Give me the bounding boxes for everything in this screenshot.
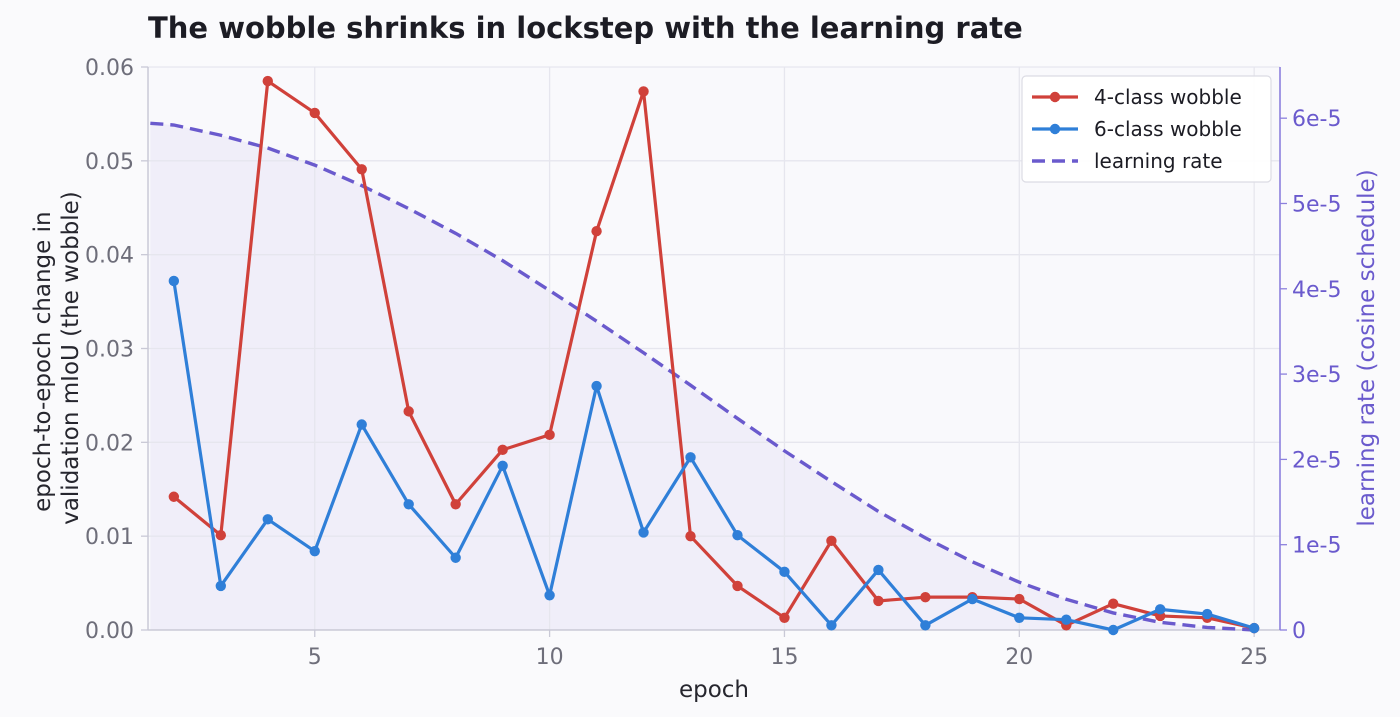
x-tick-label: 10: [536, 645, 564, 670]
4-class-wobble-point: [826, 535, 837, 547]
y-tick-label: 0.03: [85, 338, 134, 363]
axes-layer: 0.00 0.01 0.02 0.03 0.04 0.05 0.06 5 10 15 20 25 0 1e…: [85, 56, 1341, 670]
x-tick-label: 25: [1240, 645, 1268, 670]
6-class-wobble-point: [544, 590, 555, 601]
6-class-wobble-point: [920, 620, 931, 631]
6-class-wobble-point: [638, 527, 649, 538]
legend-label: 6-class wobble: [1094, 117, 1242, 141]
6-class-wobble-point: [591, 380, 602, 392]
legend-label: 4-class wobble: [1094, 85, 1242, 109]
6-class-wobble-point: [826, 620, 837, 631]
y-tick-label: 0.04: [85, 244, 134, 269]
y-tick-label: 0.00: [85, 619, 134, 644]
y-tick-label: 0.01: [85, 525, 134, 550]
legend-marker: [1049, 123, 1061, 135]
4-class-wobble-point: [309, 107, 320, 119]
6-class-wobble-point: [450, 552, 461, 563]
6-class-wobble-point: [215, 580, 227, 592]
4-class-wobble-point: [685, 530, 696, 542]
6-class-wobble-point: [1014, 612, 1025, 624]
4-class-wobble-point: [356, 164, 367, 175]
4-class-wobble-point: [168, 491, 180, 502]
y-tick-label: 0.05: [85, 150, 134, 175]
6-class-wobble-point: [1248, 622, 1260, 634]
legend-item-learning-rate: learning rate: [1032, 149, 1223, 173]
4-class-wobble-point: [215, 530, 227, 541]
6-class-wobble-point: [732, 530, 743, 541]
learning-rate-line: [150, 121, 1255, 632]
4-class-wobble-point: [779, 612, 790, 624]
x-tick-label: 20: [1005, 645, 1033, 670]
series-layer: [150, 75, 1260, 636]
4-class-wobble-point: [920, 591, 931, 603]
right-y-tick-label: 2e-5: [1292, 448, 1341, 473]
right-y-tick-label: 5e-5: [1292, 192, 1341, 217]
legend-box: [1021, 75, 1272, 183]
6-class-wobble-point: [1201, 608, 1213, 620]
x-tick-label: 5: [308, 645, 322, 670]
6-class-wobble-point: [309, 545, 320, 557]
chart-title: The wobble shrinks in lockstep with the …: [148, 11, 1023, 45]
4-class-wobble-point: [591, 226, 602, 237]
right-y-tick-label: 0: [1292, 619, 1306, 644]
6-class-wobble-point: [168, 275, 180, 287]
4-class-wobble-point: [403, 406, 414, 417]
y-tick-label: 0.02: [85, 431, 134, 456]
6-class-wobble-point: [685, 452, 696, 463]
y-axis-label: epoch-to-epoch change in validation mIoU…: [30, 191, 84, 525]
legend-marker: [1049, 91, 1061, 103]
x-tick-label: 15: [770, 645, 798, 670]
legend-label: learning rate: [1094, 149, 1223, 173]
6-class-wobble-point: [403, 499, 414, 510]
legend-item-4-class-wobble: 4-class wobble: [1032, 85, 1242, 109]
4-class-wobble-point: [638, 86, 649, 97]
4-class-wobble-point: [732, 580, 743, 592]
6-class-wobble-point: [1108, 624, 1119, 636]
y-axis-label-line-2: validation mIoU (the wobble): [58, 191, 84, 525]
6-class-wobble-point: [1155, 604, 1166, 615]
6-class-wobble-point: [262, 514, 273, 525]
right-y-tick-label: 3e-5: [1292, 363, 1341, 388]
learning-rate-fill-layer: [150, 123, 1255, 631]
right-y-tick-label: 6e-5: [1292, 107, 1341, 132]
right-y-tick-label: 4e-5: [1292, 278, 1341, 303]
learning-rate-area: [150, 123, 1255, 631]
y-axis-label-line-1: epoch-to-epoch change in: [30, 211, 56, 511]
4-class-wobble-point: [1014, 593, 1025, 605]
6-class-wobble-point: [356, 419, 367, 430]
6-class-wobble-point: [967, 593, 978, 605]
4-class-wobble-point: [1108, 598, 1119, 609]
4-class-wobble-point: [544, 429, 555, 441]
4-class-wobble-point: [497, 444, 508, 456]
6-class-wobble-point: [1061, 614, 1072, 625]
6-class-wobble-point: [779, 566, 790, 578]
right-y-tick-label: 1e-5: [1292, 534, 1341, 559]
6-class-wobble-point: [497, 460, 508, 471]
4-class-wobble-point: [873, 595, 884, 607]
4-class-wobble-point: [262, 75, 273, 87]
6-class-wobble-point: [873, 564, 884, 576]
legend: 4-class wobble 6-class wobble learning rat…: [1021, 75, 1272, 183]
4-class-wobble-point: [450, 499, 461, 510]
legend-item-6-class-wobble: 6-class wobble: [1032, 117, 1242, 141]
x-axis-label: epoch: [679, 677, 749, 703]
right-y-axis-label: learning rate (cosine schedule): [1354, 169, 1380, 526]
y-tick-label: 0.06: [85, 56, 134, 81]
6-class-wobble-line: [172, 280, 1255, 632]
